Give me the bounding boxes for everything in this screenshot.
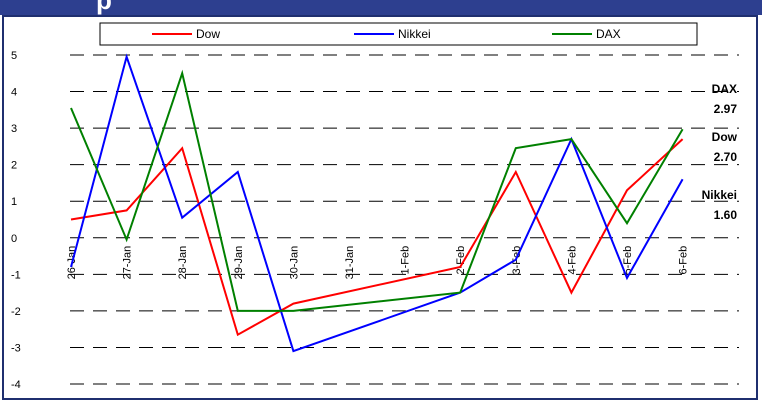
x-tick-label: 2-Feb bbox=[455, 246, 467, 275]
series-line-dow bbox=[70, 138, 684, 337]
series-group bbox=[70, 53, 684, 353]
y-tick-label: 1 bbox=[11, 196, 17, 208]
annotation-value: 1.60 bbox=[714, 208, 738, 222]
annotation-name: Dow bbox=[712, 130, 738, 144]
series-line-dax bbox=[70, 69, 684, 312]
y-tick-label: 2 bbox=[11, 160, 17, 172]
x-tick-label: 29-Jan bbox=[233, 246, 245, 280]
annotation-value: 2.70 bbox=[714, 150, 738, 164]
x-tick-label: 28-Jan bbox=[177, 246, 189, 280]
y-tick-label: -1 bbox=[11, 269, 21, 281]
x-tick-label: 5-Feb bbox=[622, 246, 634, 275]
y-tick-label: 4 bbox=[11, 87, 17, 99]
y-tick-label: -4 bbox=[11, 379, 21, 391]
legend: Dow Nikkei DAX bbox=[99, 22, 698, 46]
x-tick-label: 30-Jan bbox=[288, 246, 300, 280]
x-tick-label: 6-Feb bbox=[678, 246, 690, 275]
y-tick-label: 0 bbox=[11, 233, 17, 245]
y-tick-label: 5 bbox=[11, 50, 17, 62]
x-tick-label: 4-Feb bbox=[566, 246, 578, 275]
x-tick-label: 1-Feb bbox=[400, 246, 412, 275]
chart-area: -4 -3 -2 -1 0 1 2 3 4 5 26-Jan 27-Jan 28-Jan 29-Jan 3… bbox=[2, 15, 758, 400]
chart-title: p bbox=[96, 0, 112, 15]
annotation-name: Nikkei bbox=[702, 188, 737, 202]
x-axis: 26-Jan 27-Jan 28-Jan 29-Jan 30-Jan 31-Jan 1-Fe… bbox=[66, 246, 690, 280]
legend-label-dax: DAX bbox=[596, 27, 621, 41]
x-tick-label: 31-Jan bbox=[344, 246, 356, 280]
annotation-value: 2.97 bbox=[714, 102, 738, 116]
legend-box bbox=[99, 22, 698, 46]
annotation-name: DAX bbox=[712, 82, 737, 96]
title-bar: p bbox=[0, 0, 762, 15]
y-tick-label: 3 bbox=[11, 123, 17, 135]
legend-label-nikkei: Nikkei bbox=[398, 27, 431, 41]
legend-label-dow: Dow bbox=[196, 27, 220, 41]
y-axis: -4 -3 -2 -1 0 1 2 3 4 5 bbox=[11, 50, 21, 391]
gridlines bbox=[70, 54, 739, 385]
x-tick-label: 27-Jan bbox=[122, 246, 134, 280]
end-annotations: DAX 2.97 Dow 2.70 Nikkei 1.60 bbox=[702, 82, 738, 222]
y-tick-label: -2 bbox=[11, 306, 21, 318]
series-line-nikkei bbox=[70, 53, 684, 353]
y-tick-label: -3 bbox=[11, 342, 21, 354]
